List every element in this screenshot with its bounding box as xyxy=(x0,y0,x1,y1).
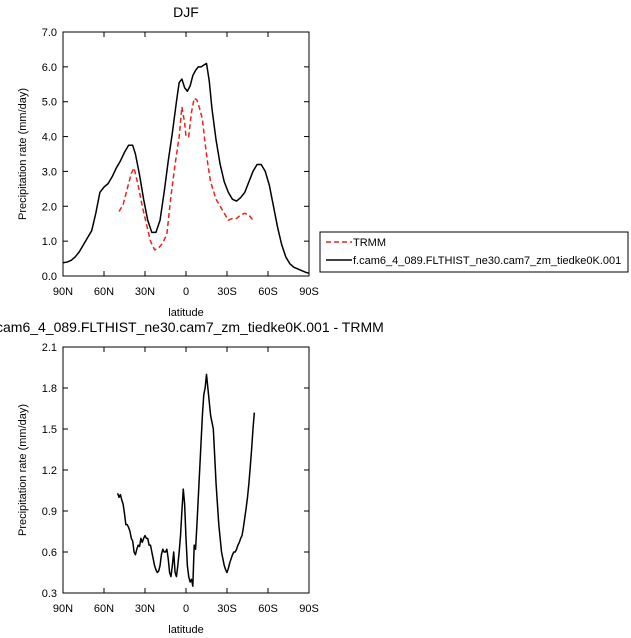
y-tick-label: 1.5 xyxy=(42,424,57,436)
x-tick-label: 90S xyxy=(299,603,319,615)
x-tick-label: 60N xyxy=(94,603,114,615)
legend-box xyxy=(319,231,629,273)
legend: TRMM f.cam6_4_089.FLTHIST_ne30.cam7_zm_t… xyxy=(319,231,629,273)
x-tick-label: 90N xyxy=(53,603,73,615)
series-line-0 xyxy=(118,97,255,251)
x-tick-label: 90N xyxy=(53,286,73,298)
chart-panel-top: DJF 0.0 1.0 2.0 3.0 4.0 5.0 6.0 7.0 90N 60N 30N 0 3… xyxy=(17,4,319,319)
y-tick-label: 2.0 xyxy=(42,201,57,213)
y-tick-label: 0.3 xyxy=(42,588,57,600)
x-axis-label: latitude xyxy=(168,624,203,636)
y-tick-label: 1.8 xyxy=(42,383,57,395)
y-axis-label: Precipitation rate (mm/day) xyxy=(17,88,29,220)
x-axis-label: latitude xyxy=(168,307,203,319)
y-tick-label: 1.2 xyxy=(42,465,57,477)
x-tick-label: 30S xyxy=(217,603,237,615)
plot-frame xyxy=(62,346,310,594)
y-tick-label: 0.9 xyxy=(42,506,57,518)
y-tick-label: 1.0 xyxy=(42,236,57,248)
x-tick-label: 30N xyxy=(135,603,155,615)
y-tick-label: 4.0 xyxy=(42,132,57,144)
y-tick-label: 6.0 xyxy=(42,62,57,74)
x-tick-label: 30N xyxy=(135,286,155,298)
y-tick-label: 7.0 xyxy=(42,27,57,39)
x-tick-label: 0 xyxy=(183,286,189,298)
x-tick-label: 60S xyxy=(258,603,278,615)
series-line-1 xyxy=(62,62,310,274)
y-tick-label: 0.6 xyxy=(42,547,57,559)
x-tick-label: 60S xyxy=(258,286,278,298)
y-tick-label: 3.0 xyxy=(42,166,57,178)
y-tick-label: 0.0 xyxy=(42,271,57,283)
y-tick-label: 5.0 xyxy=(42,97,57,109)
y-axis-label: Precipitation rate (mm/day) xyxy=(17,404,29,536)
legend-entry-trmm: TRMM xyxy=(353,237,386,249)
x-tick-label: 90S xyxy=(299,286,319,298)
y-tick-label: 2.1 xyxy=(42,342,57,354)
chart-title: f.cam6_4_089.FLTHIST_ne30.cam7_zm_tiedke… xyxy=(0,319,384,335)
legend-entry-model: f.cam6_4_089.FLTHIST_ne30.cam7_zm_tiedke… xyxy=(353,255,621,267)
plot-frame xyxy=(62,31,310,277)
series-line-0 xyxy=(116,373,256,587)
x-tick-label: 30S xyxy=(217,286,237,298)
chart-panel-bottom: f.cam6_4_089.FLTHIST_ne30.cam7_zm_tiedke… xyxy=(0,319,384,636)
chart-title: DJF xyxy=(173,4,199,20)
x-tick-label: 60N xyxy=(94,286,114,298)
x-tick-label: 0 xyxy=(183,603,189,615)
